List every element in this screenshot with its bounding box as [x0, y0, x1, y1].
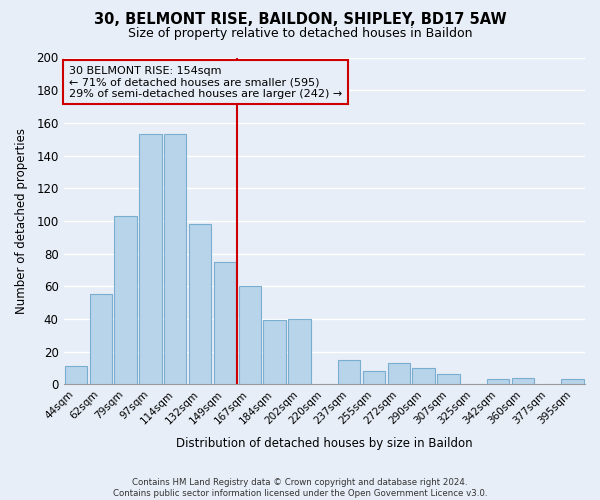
Bar — [437, 374, 460, 384]
Bar — [164, 134, 187, 384]
Text: 30 BELMONT RISE: 154sqm
← 71% of detached houses are smaller (595)
29% of semi-d: 30 BELMONT RISE: 154sqm ← 71% of detache… — [69, 66, 342, 99]
Bar — [363, 371, 385, 384]
Bar — [115, 216, 137, 384]
Bar — [65, 366, 87, 384]
Bar — [412, 368, 435, 384]
Bar — [388, 363, 410, 384]
Y-axis label: Number of detached properties: Number of detached properties — [15, 128, 28, 314]
Bar — [487, 380, 509, 384]
Bar — [338, 360, 360, 384]
Bar — [239, 286, 261, 384]
Bar — [263, 320, 286, 384]
Bar — [512, 378, 534, 384]
X-axis label: Distribution of detached houses by size in Baildon: Distribution of detached houses by size … — [176, 437, 473, 450]
Bar — [562, 380, 584, 384]
Bar — [214, 262, 236, 384]
Text: Contains HM Land Registry data © Crown copyright and database right 2024.
Contai: Contains HM Land Registry data © Crown c… — [113, 478, 487, 498]
Bar — [288, 319, 311, 384]
Bar — [89, 294, 112, 384]
Text: 30, BELMONT RISE, BAILDON, SHIPLEY, BD17 5AW: 30, BELMONT RISE, BAILDON, SHIPLEY, BD17… — [94, 12, 506, 28]
Bar — [189, 224, 211, 384]
Text: Size of property relative to detached houses in Baildon: Size of property relative to detached ho… — [128, 28, 472, 40]
Bar — [139, 134, 161, 384]
